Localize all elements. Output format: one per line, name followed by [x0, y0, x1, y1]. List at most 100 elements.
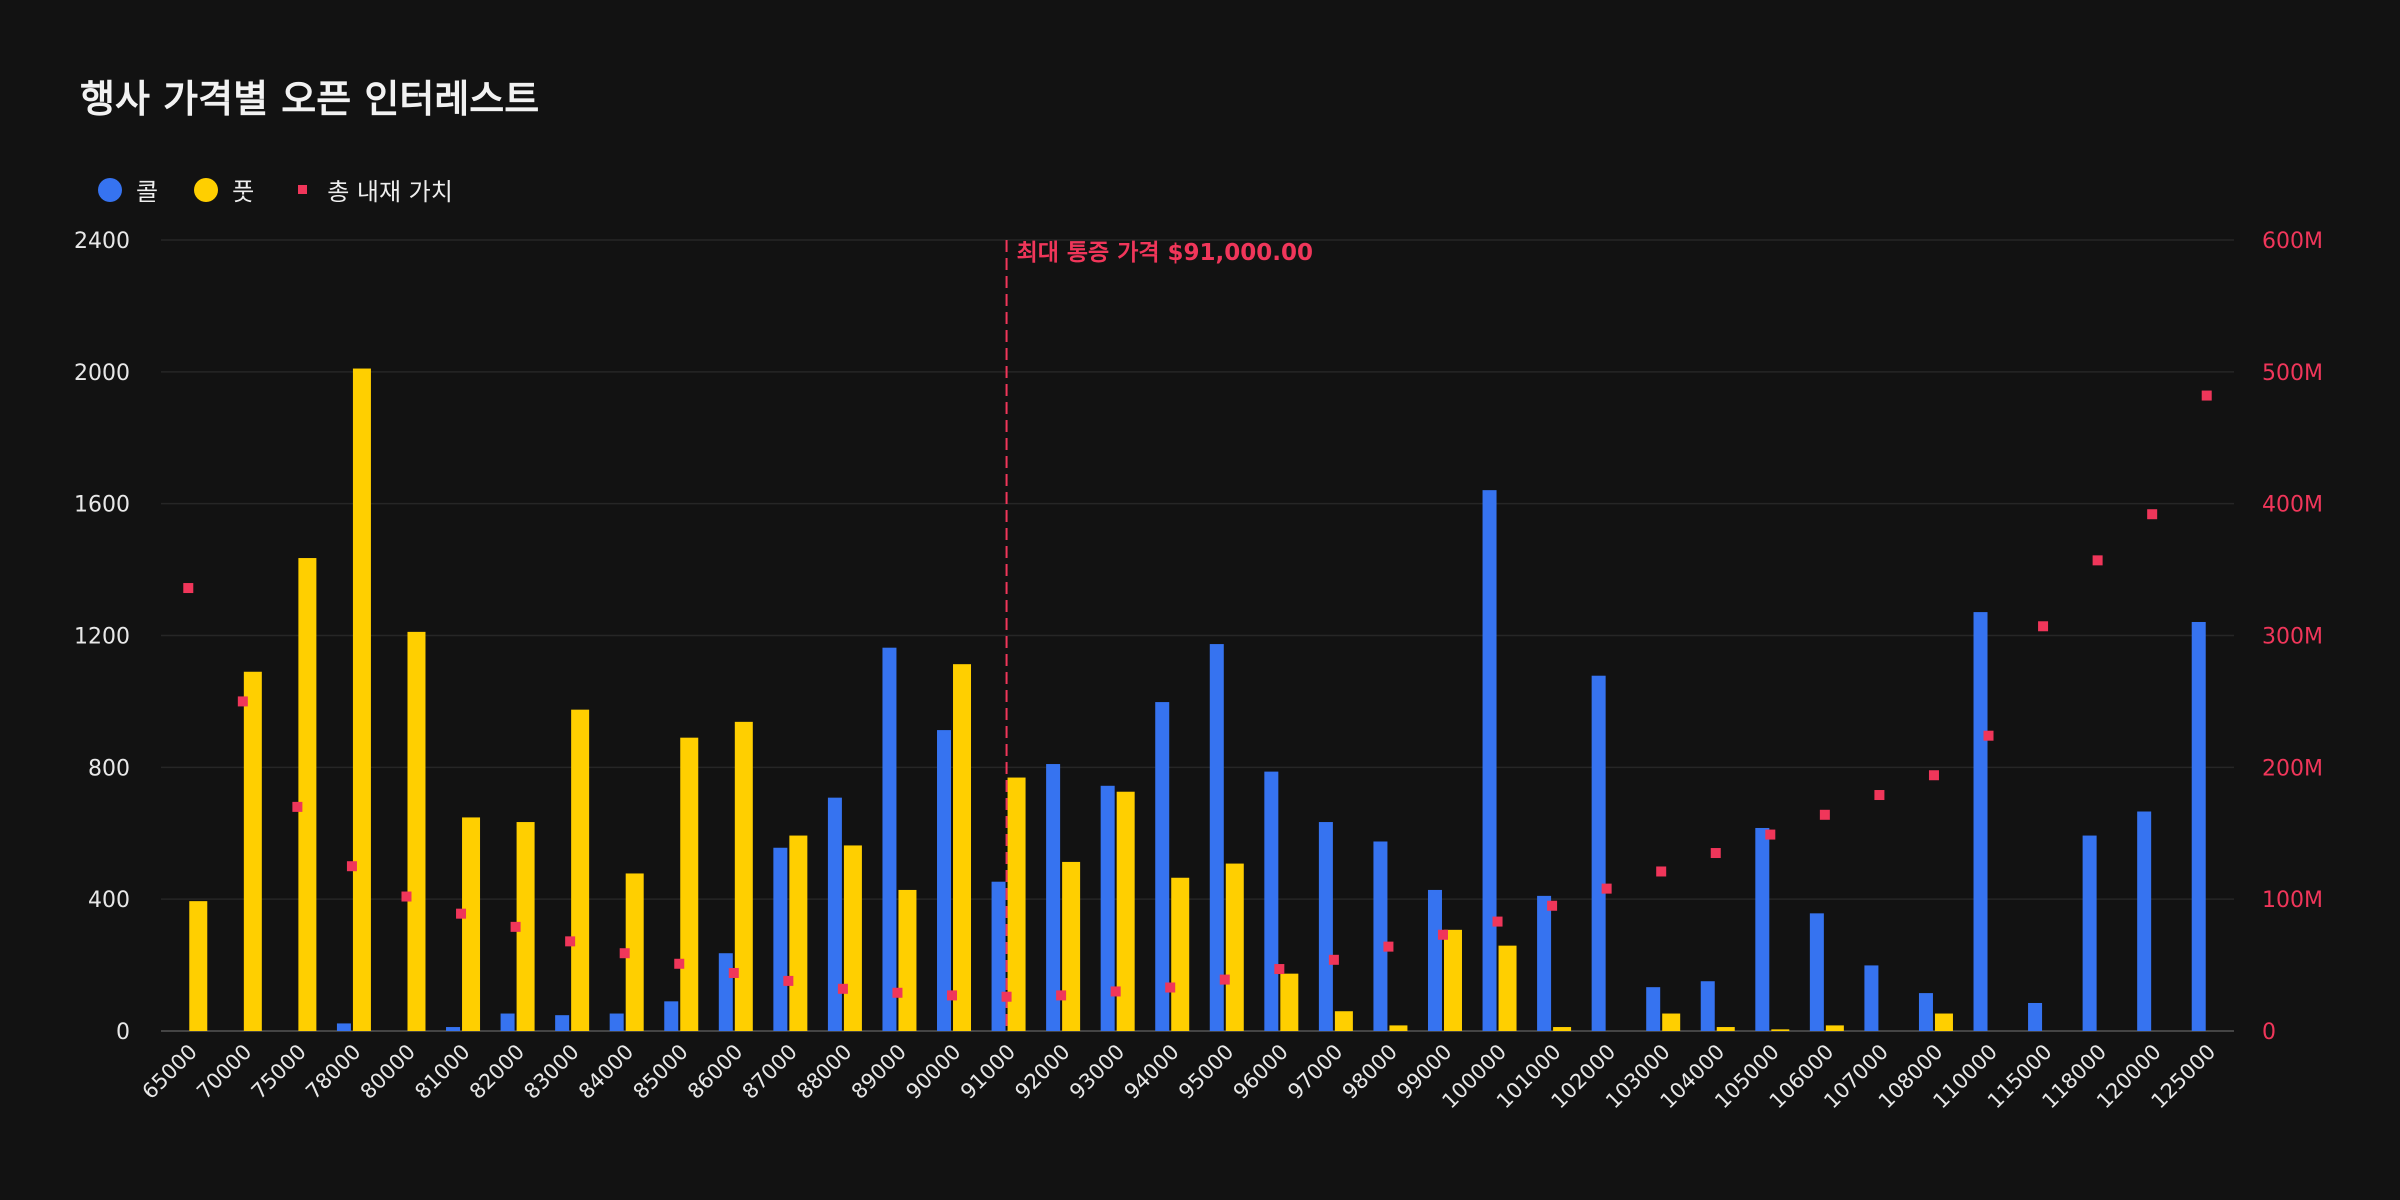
bar-put	[1225, 863, 1244, 1031]
y-left-tick-label: 2400	[74, 229, 130, 254]
bar-call	[336, 1023, 351, 1031]
x-tick-label: 91000	[956, 1040, 1020, 1104]
put-swatch-icon	[194, 177, 219, 202]
legend-item-total[interactable]: 총 내재 가치	[290, 172, 453, 207]
point-total-intrinsic-value	[1710, 848, 1721, 859]
bar-call	[882, 647, 897, 1031]
point-total-intrinsic-value	[1601, 883, 1612, 894]
x-tick-label: 81000	[410, 1040, 474, 1104]
point-total-intrinsic-value	[783, 975, 794, 986]
bar-call	[718, 953, 733, 1031]
x-tick-label: 93000	[1065, 1040, 1129, 1104]
call-swatch-icon	[98, 177, 122, 202]
bar-call	[1318, 822, 1333, 1031]
point-total-intrinsic-value	[346, 861, 357, 872]
point-total-intrinsic-value	[892, 987, 903, 998]
bar-call	[1755, 827, 1770, 1031]
bar-put	[898, 889, 917, 1031]
y-right-tick-label: 300M	[2262, 625, 2323, 650]
x-tick-label: 83000	[519, 1040, 583, 1104]
y-left-tick-label: 0	[116, 1020, 130, 1045]
point-total-intrinsic-value	[456, 908, 467, 919]
bar-put	[734, 721, 753, 1031]
bar-call	[1264, 771, 1279, 1031]
y-right-tick-label: 0	[2262, 1020, 2276, 1045]
bar-call	[2137, 811, 2152, 1031]
x-tick-label: 97000	[1283, 1040, 1347, 1104]
x-tick-label: 90000	[901, 1040, 965, 1104]
bar-put	[462, 817, 481, 1031]
legend-item-put[interactable]: 풋	[194, 172, 254, 207]
point-total-intrinsic-value	[2038, 621, 2049, 632]
point-total-intrinsic-value	[1110, 986, 1121, 997]
x-tick-label: 80000	[356, 1040, 420, 1104]
bar-put	[843, 845, 862, 1031]
bar-call	[555, 1015, 570, 1031]
bar-put	[680, 737, 699, 1031]
point-total-intrinsic-value	[401, 891, 412, 902]
x-tick-label: 89000	[847, 1040, 911, 1104]
point-total-intrinsic-value	[1219, 974, 1230, 985]
bar-call	[1100, 785, 1115, 1031]
bar-call	[1700, 981, 1715, 1031]
point-total-intrinsic-value	[2147, 509, 2158, 520]
bar-put	[1934, 1013, 1953, 1031]
point-total-intrinsic-value	[947, 990, 958, 1001]
bar-put	[1825, 1025, 1844, 1031]
point-total-intrinsic-value	[1656, 866, 1667, 877]
bar-call	[1809, 913, 1824, 1031]
y-right-tick-label: 500M	[2262, 361, 2323, 386]
bar-put	[352, 368, 371, 1032]
x-tick-label: 88000	[792, 1040, 856, 1104]
y-left-tick-label: 800	[88, 756, 130, 781]
point-total-intrinsic-value	[1983, 730, 1994, 741]
bar-put	[1662, 1013, 1681, 1031]
bar-call	[991, 881, 1006, 1031]
bar-call	[1482, 490, 1497, 1031]
bar-put	[1553, 1027, 1572, 1031]
bar-call	[1918, 993, 1933, 1031]
bar-put	[1716, 1027, 1735, 1031]
bar-put	[1062, 861, 1081, 1031]
legend-label-put: 풋	[232, 178, 255, 206]
point-total-intrinsic-value	[1928, 770, 1939, 781]
y-right-tick-label: 100M	[2262, 888, 2323, 913]
y-right-tick-label: 600M	[2262, 229, 2323, 254]
x-tick-label: 70000	[192, 1040, 256, 1104]
bar-call	[773, 847, 788, 1031]
y-left-tick-label: 2000	[74, 361, 130, 386]
point-total-intrinsic-value	[1874, 790, 1885, 801]
bar-put	[1443, 929, 1462, 1031]
y-left-tick-label: 400	[88, 888, 130, 913]
legend: 콜 풋 총 내재 가치	[98, 172, 489, 207]
total-swatch-icon	[298, 185, 308, 194]
y-left-tick-label: 1600	[74, 493, 130, 518]
x-tick-label: 84000	[574, 1040, 638, 1104]
x-tick-label: 86000	[683, 1040, 747, 1104]
point-total-intrinsic-value	[674, 958, 685, 969]
bar-put	[953, 664, 972, 1031]
x-tick-label: 82000	[465, 1040, 529, 1104]
x-tick-label: 95000	[1174, 1040, 1238, 1104]
point-total-intrinsic-value	[510, 921, 521, 932]
bar-call	[1209, 644, 1224, 1031]
bar-call	[1864, 965, 1879, 1031]
point-total-intrinsic-value	[1492, 916, 1503, 927]
bar-call	[1427, 889, 1442, 1031]
legend-label-total: 총 내재 가치	[327, 178, 453, 206]
point-total-intrinsic-value	[1547, 900, 1558, 911]
point-total-intrinsic-value	[1328, 954, 1339, 965]
bar-call	[1646, 987, 1661, 1031]
bar-call	[2028, 1002, 2043, 1031]
bar-call	[664, 1001, 679, 1031]
bar-put	[625, 873, 644, 1031]
bar-put	[407, 631, 426, 1031]
x-tick-label: 94000	[1120, 1040, 1184, 1104]
legend-item-call[interactable]: 콜	[98, 172, 158, 207]
max-pain-label: 최대 통증 가격 $91,000.00	[1017, 240, 1313, 266]
point-total-intrinsic-value	[183, 583, 194, 594]
bar-call	[500, 1013, 515, 1031]
legend-label-call: 콜	[136, 178, 159, 206]
point-total-intrinsic-value	[1819, 809, 1830, 820]
point-total-intrinsic-value	[2201, 390, 2212, 401]
